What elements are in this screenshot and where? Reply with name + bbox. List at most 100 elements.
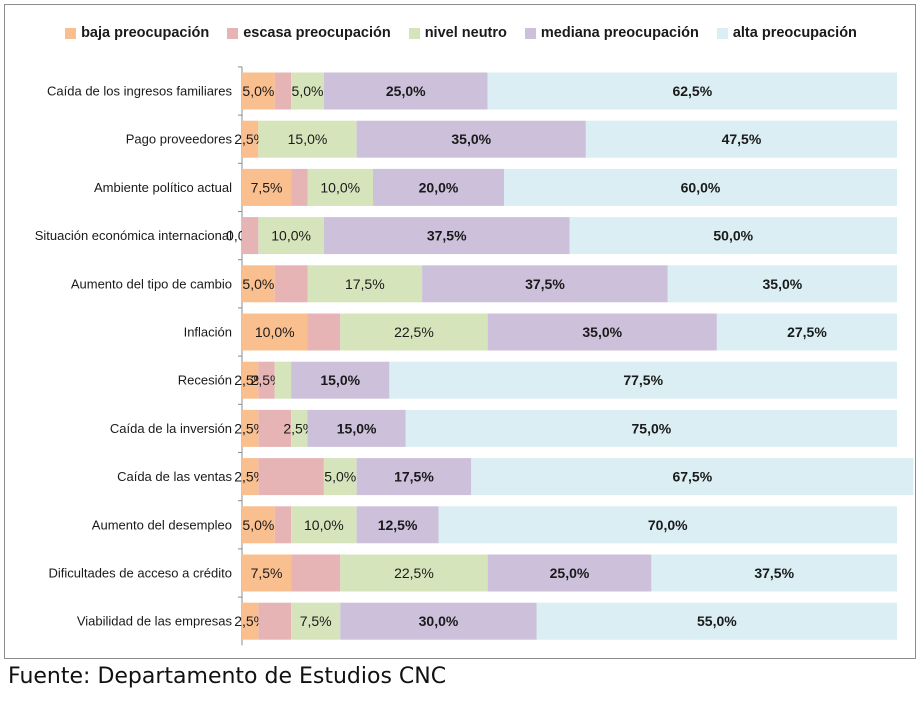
bar-segment: [274, 72, 292, 110]
data-label: 17,5%: [394, 469, 434, 485]
bar-segment: [438, 506, 897, 544]
bar-segment: [291, 602, 341, 640]
bar-segment: [389, 361, 897, 399]
bar-segment: [307, 409, 406, 447]
bar-segment: [569, 217, 897, 255]
category-label: Ambiente político actual: [94, 180, 232, 195]
bar-segment: [487, 313, 717, 351]
data-label: 15,0%: [320, 372, 360, 388]
bar-segment: [242, 313, 308, 351]
data-label: 30,0%: [419, 613, 459, 629]
bar-segment: [258, 217, 324, 255]
data-label: 60,0%: [681, 179, 721, 195]
bar-segment: [340, 554, 488, 592]
bar-segment: [291, 361, 390, 399]
bar-segment: [242, 265, 275, 303]
data-label: 62,5%: [672, 83, 712, 99]
category-label: Aumento del desempleo: [92, 517, 232, 532]
bar-segment: [274, 265, 308, 303]
bar-segment: [242, 72, 275, 110]
data-label: 5,0%: [242, 517, 274, 533]
stacked-bar-plot: Caída de los ingresos familiares 5,0% 5,0%…: [35, 66, 914, 646]
data-label: 10,0%: [320, 179, 360, 195]
bar-segment: [242, 458, 259, 496]
bar-segment: [323, 217, 570, 255]
data-label: 5,0%: [242, 276, 274, 292]
bar-segment: [307, 313, 341, 351]
category-label: Caída de las ventas: [117, 469, 232, 484]
data-label: 12,5%: [378, 517, 418, 533]
data-label: 37,5%: [754, 565, 794, 581]
data-label: 22,5%: [394, 565, 434, 581]
data-label: 70,0%: [648, 517, 688, 533]
bar-segment: [242, 554, 292, 592]
bar-segment: [323, 72, 488, 110]
bar-segment: [242, 409, 259, 447]
bar-segment: [291, 72, 324, 110]
legend-item: mediana preocupación: [524, 25, 699, 41]
data-label: 55,0%: [697, 613, 737, 629]
data-label: 2,5%: [283, 420, 315, 436]
bar-segment: [356, 120, 586, 158]
bar-segment: [487, 554, 652, 592]
legend-swatch: [227, 27, 239, 39]
data-label: 47,5%: [722, 131, 762, 147]
legend-item: baja preocupación: [65, 25, 209, 41]
source-note: Fuente: Departamento de Estudios CNC: [8, 664, 447, 689]
data-label: 10,0%: [271, 228, 311, 244]
legend-swatch: [524, 27, 536, 39]
category-label: Caída de los ingresos familiares: [47, 84, 232, 99]
bar-segment: [291, 554, 341, 592]
legend-label: baja preocupación: [81, 25, 210, 41]
data-label: 7,5%: [300, 613, 332, 629]
bar-segment: [307, 168, 373, 206]
bar-segment: [242, 506, 275, 544]
data-label: 50,0%: [713, 228, 753, 244]
data-label: 35,0%: [763, 276, 803, 292]
bar-segment: [667, 265, 897, 303]
category-label: Situación económica internacional: [35, 228, 232, 243]
bar-segment: [274, 361, 292, 399]
bar-segment: [504, 168, 897, 206]
data-label: 35,0%: [582, 324, 622, 340]
bar-segment: [356, 506, 439, 544]
data-label: 15,0%: [288, 131, 328, 147]
data-label: 7,5%: [251, 179, 283, 195]
bar-segment: [258, 120, 357, 158]
bar-segment: [258, 409, 292, 447]
bar-segment: [291, 409, 308, 447]
bar-segment: [242, 120, 259, 158]
data-label: 25,0%: [550, 565, 590, 581]
bar-segment: [242, 361, 259, 399]
legend-label: escasa preocupación: [243, 25, 391, 41]
bar-segment: [373, 168, 504, 206]
legend-item: alta preocupación: [716, 25, 857, 41]
category-label: Aumento del tipo de cambio: [71, 276, 232, 291]
data-label: 7,5%: [251, 565, 283, 581]
data-label: 27,5%: [787, 324, 827, 340]
data-label: 2,5%: [234, 372, 266, 388]
bar-segment: [291, 506, 357, 544]
legend-swatch: [65, 27, 77, 39]
data-label: 20,0%: [419, 179, 459, 195]
data-label: 25,0%: [386, 83, 426, 99]
bar-segment: [242, 602, 259, 640]
data-label: 5,0%: [324, 469, 356, 485]
bar-segment: [471, 458, 914, 496]
bar-segment: [242, 168, 292, 206]
data-label: 2,5%: [234, 613, 266, 629]
data-label: 2,5%: [251, 372, 283, 388]
data-label: 22,5%: [394, 324, 434, 340]
data-label: 2,5%: [234, 420, 266, 436]
data-label: 15,0%: [337, 420, 377, 436]
legend-label: nivel neutro: [424, 25, 507, 41]
data-label: 67,5%: [672, 469, 712, 485]
data-label: 75,0%: [632, 420, 672, 436]
bar-segment: [307, 265, 423, 303]
bar-segment: [291, 168, 308, 206]
data-label: 17,5%: [345, 276, 385, 292]
bar-segment: [716, 313, 897, 351]
chart-frame: baja preocupación escasa preocupación nive…: [4, 4, 916, 659]
bar-segment: [258, 602, 292, 640]
bar-segment: [340, 602, 537, 640]
